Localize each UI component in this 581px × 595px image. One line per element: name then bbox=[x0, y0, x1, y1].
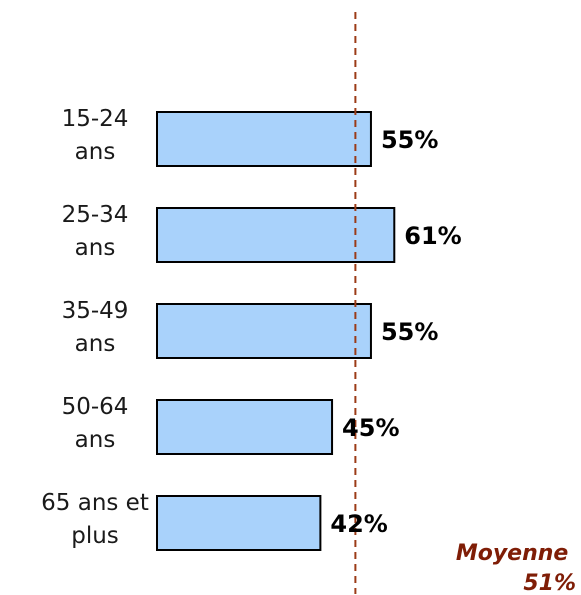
bar-4 bbox=[156, 399, 334, 455]
category-label-5-line-2: plus bbox=[71, 523, 119, 549]
category-label-1-line-2: ans bbox=[75, 139, 116, 165]
category-label-5: 65 ans et plus bbox=[41, 490, 149, 549]
value-label-1: 55% bbox=[381, 126, 438, 154]
bar-3 bbox=[156, 303, 372, 359]
average-label: Moyenne 51% bbox=[456, 541, 576, 595]
average-label-line-2: 51% bbox=[523, 571, 576, 595]
category-label-4-line-2: ans bbox=[75, 427, 116, 453]
category-label-4: 50-64 ans bbox=[62, 394, 129, 453]
category-label-4-line-1: 50-64 bbox=[62, 394, 129, 420]
bar-5 bbox=[156, 495, 322, 551]
value-label-4: 45% bbox=[342, 414, 399, 442]
category-label-2-line-2: ans bbox=[75, 235, 116, 261]
value-label-2: 61% bbox=[404, 222, 461, 250]
category-label-1: 15-24 ans bbox=[62, 106, 129, 165]
category-label-1-line-1: 15-24 bbox=[62, 106, 129, 132]
bars-group bbox=[156, 111, 396, 551]
category-label-3: 35-49 ans bbox=[62, 298, 129, 357]
category-label-3-line-2: ans bbox=[75, 331, 116, 357]
average-label-line-1: Moyenne bbox=[456, 541, 569, 566]
category-label-5-line-1: 65 ans et bbox=[41, 490, 149, 516]
labels-group: 55% 15-24 ans 61% 25-34 ans 55% 35-49 ans 45% 50-6… bbox=[41, 106, 462, 549]
category-label-3-line-1: 35-49 bbox=[62, 298, 129, 324]
value-label-3: 55% bbox=[381, 318, 438, 346]
value-label-5: 42% bbox=[330, 510, 387, 538]
category-label-2: 25-34 ans bbox=[62, 202, 129, 261]
category-label-2-line-1: 25-34 bbox=[62, 202, 129, 228]
bar-1 bbox=[156, 111, 372, 167]
bar-2 bbox=[156, 207, 396, 263]
